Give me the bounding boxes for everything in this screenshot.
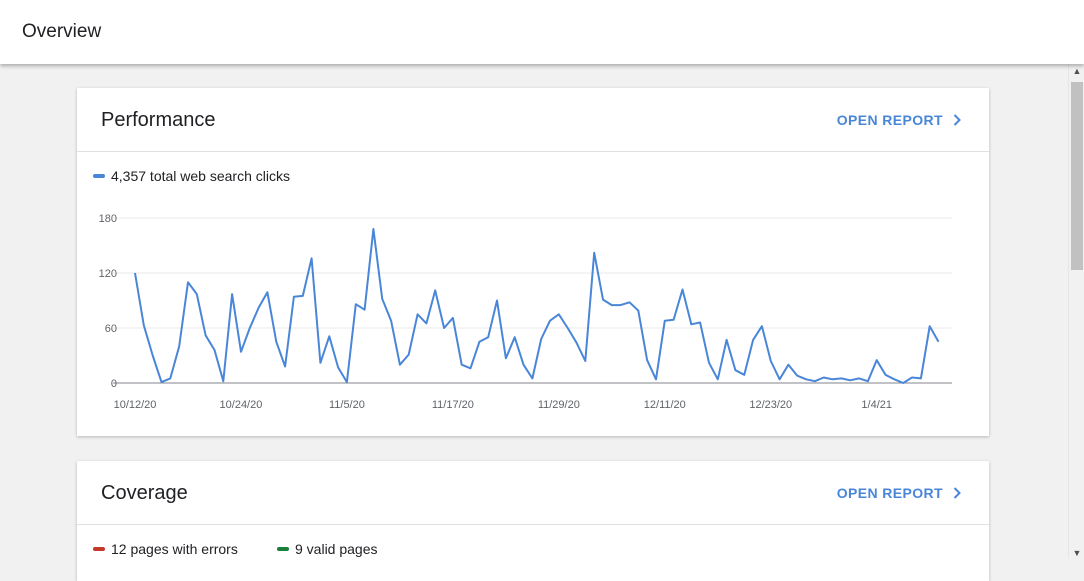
clicks-series-line [134,228,940,384]
x-tick-label: 12/11/20 [644,399,686,411]
coverage-card-header: Coverage OPEN REPORT [77,461,989,525]
x-tick-label: 10/12/20 [114,399,157,411]
chevron-right-icon [953,114,961,126]
scrollbar-thumb[interactable] [1071,82,1083,270]
legend-label: 4,357 total web search clicks [111,168,290,184]
performance-legend: 4,357 total web search clicks [93,168,290,184]
y-tick-label: 60 [105,323,117,335]
performance-card-header: Performance OPEN REPORT [77,88,989,152]
x-tick-label: 12/23/20 [749,399,792,411]
coverage-title: Coverage [101,482,188,504]
x-tick-label: 10/24/20 [220,399,263,411]
x-tick-label: 11/17/20 [432,399,474,411]
legend-swatch [93,174,105,178]
y-tick-label: 120 [99,268,117,280]
errors-swatch [93,547,105,551]
chevron-right-icon [953,487,961,499]
coverage-errors-legend: 12 pages with errors [93,541,238,557]
x-tick-label: 1/4/21 [861,399,892,411]
coverage-open-report-button[interactable]: OPEN REPORT [837,485,961,501]
x-tick-label: 11/29/20 [538,399,580,411]
scroll-down-arrow-icon[interactable]: ▼ [1072,548,1082,558]
performance-title: Performance [101,109,216,131]
page-title: Overview [22,21,102,42]
scrollbar[interactable]: ▲ ▼ [1068,64,1084,558]
open-report-label: OPEN REPORT [836,112,943,128]
valid-swatch [277,547,289,551]
performance-card: Performance OPEN REPORT 4,357 total web … [77,88,989,436]
open-report-label: OPEN REPORT [836,485,943,501]
y-tick-label: 180 [99,213,117,225]
x-tick-label: 11/5/20 [329,399,365,411]
coverage-card: Coverage OPEN REPORT 12 pages with error… [77,461,989,581]
y-tick-label: 0 [111,378,117,390]
performance-open-report-button[interactable]: OPEN REPORT [837,112,961,128]
coverage-valid-legend: 9 valid pages [277,541,378,557]
page-header: Overview [0,0,1084,64]
clicks-chart: 0 60 120 180 10/12/20 10/24/20 11/5/20 11/17/20… [99,213,952,411]
scroll-up-arrow-icon[interactable]: ▲ [1072,66,1082,76]
valid-label: 9 valid pages [295,541,378,557]
errors-label: 12 pages with errors [111,541,238,557]
